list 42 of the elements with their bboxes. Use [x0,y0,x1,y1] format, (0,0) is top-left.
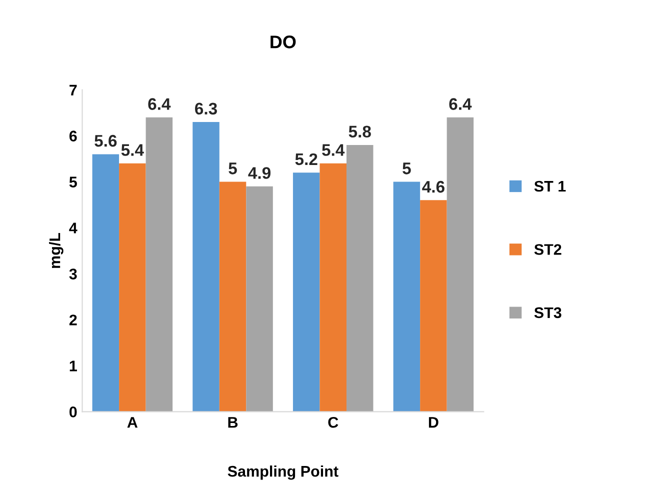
bar [346,144,374,412]
bar [320,163,346,412]
data-label: 4.6 [422,180,444,193]
bar [146,117,173,412]
legend-label: ST 1 [534,180,566,192]
y-tick-label: 0 [69,406,77,418]
y-tick-label: 5 [69,176,77,188]
bar [420,200,447,412]
data-label: 5.4 [121,144,144,156]
bar [119,163,146,412]
x-axis-title: Sampling Point [228,466,338,480]
x-tick-label: B [228,417,238,428]
x-tick-label: C [328,416,338,428]
bar [219,182,246,412]
legend-label: ST3 [534,307,562,318]
bar [246,186,273,412]
data-label: 5.6 [94,134,117,147]
data-label: 6.4 [148,98,171,110]
data-label: 5.4 [322,144,345,156]
y-tick-label: 7 [70,84,77,96]
data-label: 6.4 [449,98,472,110]
data-label: 5 [228,162,237,174]
bar [393,182,420,412]
data-label: 5.8 [348,126,371,138]
y-tick-label: 1 [70,360,77,372]
data-label: 6.3 [195,102,217,115]
bar [192,122,220,412]
y-tick-label: 2 [69,314,77,326]
y-tick-label: 3 [69,268,77,280]
x-tick-label: D [428,417,438,428]
data-label: 5 [402,162,411,174]
bar [292,172,320,412]
chart-title: DO [270,36,296,48]
data-label: 5.2 [295,153,318,166]
y-axis-title: mg/L [49,232,64,268]
bar [92,154,120,412]
bar [446,117,474,412]
data-label: 4.9 [248,167,270,179]
y-tick-label: 6 [69,130,77,142]
legend-label: ST2 [534,244,562,255]
x-tick-label: A [127,417,138,428]
y-tick-label: 4 [69,222,78,234]
